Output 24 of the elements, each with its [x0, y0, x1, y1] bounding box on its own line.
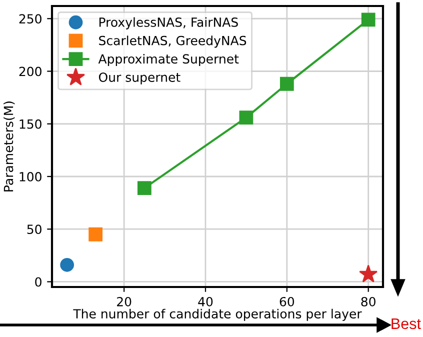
legend-label: Approximate Supernet — [98, 54, 239, 66]
y-axis-title: Parameters(M) — [4, 102, 15, 192]
x-tick-label: 80 — [361, 296, 376, 306]
y-tick-label: 200 — [19, 66, 42, 76]
x-tick-label: 20 — [117, 296, 132, 306]
y-tick-label: 150 — [20, 119, 42, 129]
legend-label: Our supernet — [98, 72, 180, 84]
x-tick-label: 40 — [198, 296, 213, 306]
point — [359, 264, 378, 282]
point — [88, 227, 103, 242]
point — [137, 181, 152, 196]
point — [280, 76, 294, 91]
point — [239, 110, 254, 125]
legend-label: ScarletNAS, GreedyNAS — [99, 36, 246, 48]
legend-label: ProxylessNAS, FairNAS — [99, 17, 238, 30]
text: Best — [392, 318, 421, 330]
x-axis-title: The number of candidate operations per layer — [73, 308, 362, 321]
y-tick-label: 0 — [35, 277, 42, 287]
y-tick-label: 100 — [20, 172, 42, 182]
y-tick-label: 50 — [27, 224, 42, 234]
y-tick-label: 250 — [19, 14, 42, 24]
point — [60, 258, 74, 272]
point — [361, 12, 376, 27]
x-tick-label: 60 — [280, 296, 294, 306]
